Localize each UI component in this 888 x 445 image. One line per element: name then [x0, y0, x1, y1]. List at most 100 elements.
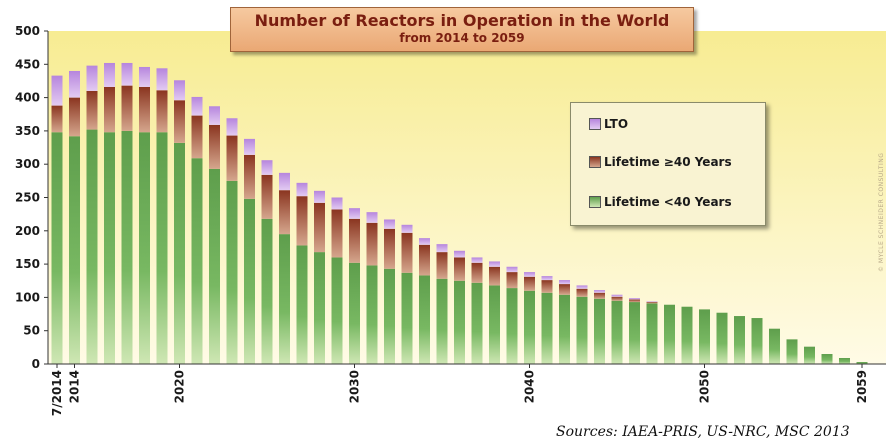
- bar-lifetime-under-40-2022: [209, 168, 220, 364]
- bar-lto-2029: [331, 197, 343, 210]
- bar-lto-2036: [454, 250, 465, 258]
- legend-label-lifetime-over-40: Lifetime ≥40 Years: [604, 155, 732, 169]
- legend-item-lto: LTO: [589, 117, 628, 131]
- bar-lto-2035: [436, 244, 448, 253]
- bar-lifetime-over-40-2023: [226, 135, 238, 181]
- bar-lifetime-over-40-2014: [69, 97, 80, 137]
- y-tick-label: 350: [15, 124, 40, 138]
- bar-lifetime-over-40-2026: [279, 190, 290, 235]
- bar-lifetime-over-40-2020: [174, 100, 185, 143]
- bar-lto-2047: [646, 301, 658, 303]
- y-tick-label: 0: [32, 357, 40, 371]
- legend-label-lifetime-under-40: Lifetime <40 Years: [604, 195, 732, 209]
- bar-lifetime-over-40-2027: [296, 196, 308, 246]
- bar-lifetime-over-40-2039: [506, 272, 518, 289]
- bar-lifetime-over-40-2022: [209, 124, 220, 169]
- x-tick-label: 2014: [68, 370, 82, 403]
- bar-lto-2026: [279, 172, 290, 191]
- bar-lifetime-under-40-2032: [384, 268, 395, 364]
- x-tick-label: 2040: [523, 370, 537, 403]
- bar-lto-2032: [384, 219, 395, 229]
- bar-lto-2037: [471, 257, 483, 263]
- bar-lifetime-over-40-7-2014: [51, 105, 63, 133]
- bar-lifetime-over-40-2040: [524, 276, 535, 291]
- bar-lifetime-under-40-2019: [156, 132, 168, 364]
- bar-lto-2015: [86, 65, 98, 91]
- bar-lifetime-over-40-2044: [594, 292, 605, 299]
- bar-lto-2044: [594, 290, 605, 293]
- bar-lifetime-over-40-2015: [86, 90, 98, 130]
- x-tick-label: 7/2014: [50, 370, 64, 416]
- legend-swatch-lifetime-over-40: [589, 156, 601, 168]
- bar-lifetime-over-40-2033: [401, 232, 413, 273]
- bar-lifetime-under-40-2016: [104, 132, 115, 364]
- bar-lifetime-over-40-2028: [314, 202, 325, 253]
- bar-lto-2028: [314, 190, 325, 203]
- bar-lifetime-over-40-2042: [559, 284, 570, 295]
- bar-lto-2043: [576, 285, 588, 289]
- bar-lifetime-under-40-2033: [401, 272, 413, 364]
- bar-lifetime-under-40-2034: [419, 275, 430, 364]
- bar-lto-2016: [104, 62, 115, 87]
- x-tick-label: 2050: [698, 370, 712, 403]
- bar-lto-2021: [191, 96, 203, 116]
- bar-lifetime-over-40-2032: [384, 228, 395, 269]
- bar-lto-2041: [541, 276, 553, 281]
- bar-lifetime-under-40-2059: [856, 362, 868, 364]
- bar-lto-2018: [139, 66, 150, 87]
- bar-lifetime-over-40-2038: [489, 266, 500, 286]
- bar-lifetime-under-40-2025: [261, 218, 273, 364]
- bar-lto-2025: [261, 160, 273, 175]
- bar-lifetime-over-40-2041: [541, 280, 553, 293]
- bar-lifetime-over-40-2037: [471, 262, 483, 283]
- bar-lifetime-under-40-2028: [314, 252, 325, 364]
- bar-lifetime-under-40-2020: [174, 142, 185, 364]
- bar-lto-2014: [69, 70, 80, 98]
- bar-lifetime-under-40-2030: [349, 262, 360, 364]
- bar-lifetime-under-40-2056: [804, 346, 815, 364]
- bar-lto-2038: [489, 261, 500, 267]
- bar-lto-2022: [209, 106, 220, 125]
- watermark: © MYCLE SCHNEIDER CONSULTING: [870, 40, 885, 300]
- bar-lifetime-under-40-2018: [139, 132, 150, 364]
- bar-lifetime-under-40-2031: [366, 265, 378, 364]
- bar-lifetime-over-40-2021: [191, 115, 203, 159]
- bar-lto-2046: [629, 298, 640, 300]
- bar-lifetime-under-40-2040: [524, 290, 535, 364]
- legend-swatch-lifetime-under-40: [589, 196, 601, 208]
- bar-lifetime-under-40-2055: [786, 339, 798, 364]
- bar-lifetime-under-40-2052: [734, 316, 745, 364]
- bar-lto-2033: [401, 224, 413, 233]
- bar-lifetime-under-40-2024: [244, 198, 255, 364]
- bar-lifetime-under-40-2053: [751, 318, 763, 364]
- bar-lifetime-under-40-2043: [576, 296, 588, 364]
- bar-lifetime-over-40-2035: [436, 252, 448, 279]
- bar-lifetime-under-40-2054: [769, 328, 780, 364]
- bar-lifetime-over-40-2019: [156, 90, 168, 133]
- bar-lto-2039: [506, 266, 518, 273]
- bar-lifetime-under-40-2038: [489, 285, 500, 364]
- bar-lifetime-over-40-2046: [629, 299, 640, 303]
- bar-lifetime-over-40-2017: [121, 85, 133, 131]
- bar-lifetime-over-40-2029: [331, 209, 343, 258]
- bar-lifetime-under-40-2035: [436, 278, 448, 364]
- legend-item-lifetime-under-40: Lifetime <40 Years: [589, 195, 732, 209]
- watermark-text: © MYCLE SCHNEIDER CONSULTING: [878, 152, 885, 272]
- bar-lifetime-over-40-2030: [349, 218, 360, 263]
- bar-lifetime-under-40-2049: [681, 306, 693, 364]
- y-tick-label: 450: [15, 57, 40, 71]
- y-tick-label: 150: [15, 257, 40, 271]
- bar-lifetime-under-40-7-2014: [51, 132, 63, 364]
- chart-title: Number of Reactors in Operation in the W…: [254, 11, 670, 30]
- bar-lifetime-over-40-2025: [261, 174, 273, 219]
- bar-lto-2045: [611, 294, 623, 297]
- bar-lifetime-under-40-2015: [86, 129, 98, 364]
- source-note: Sources: IAEA-PRIS, US-NRC, MSC 2013: [556, 424, 850, 440]
- bar-lifetime-under-40-2057: [821, 354, 833, 364]
- y-tick-label: 50: [23, 324, 40, 338]
- chart-title-box: Number of Reactors in Operation in the W…: [230, 7, 694, 52]
- bar-lifetime-under-40-2041: [541, 292, 553, 364]
- bar-lto-2042: [559, 280, 570, 285]
- x-tick-label: 2059: [855, 370, 869, 403]
- y-tick-label: 400: [15, 91, 40, 105]
